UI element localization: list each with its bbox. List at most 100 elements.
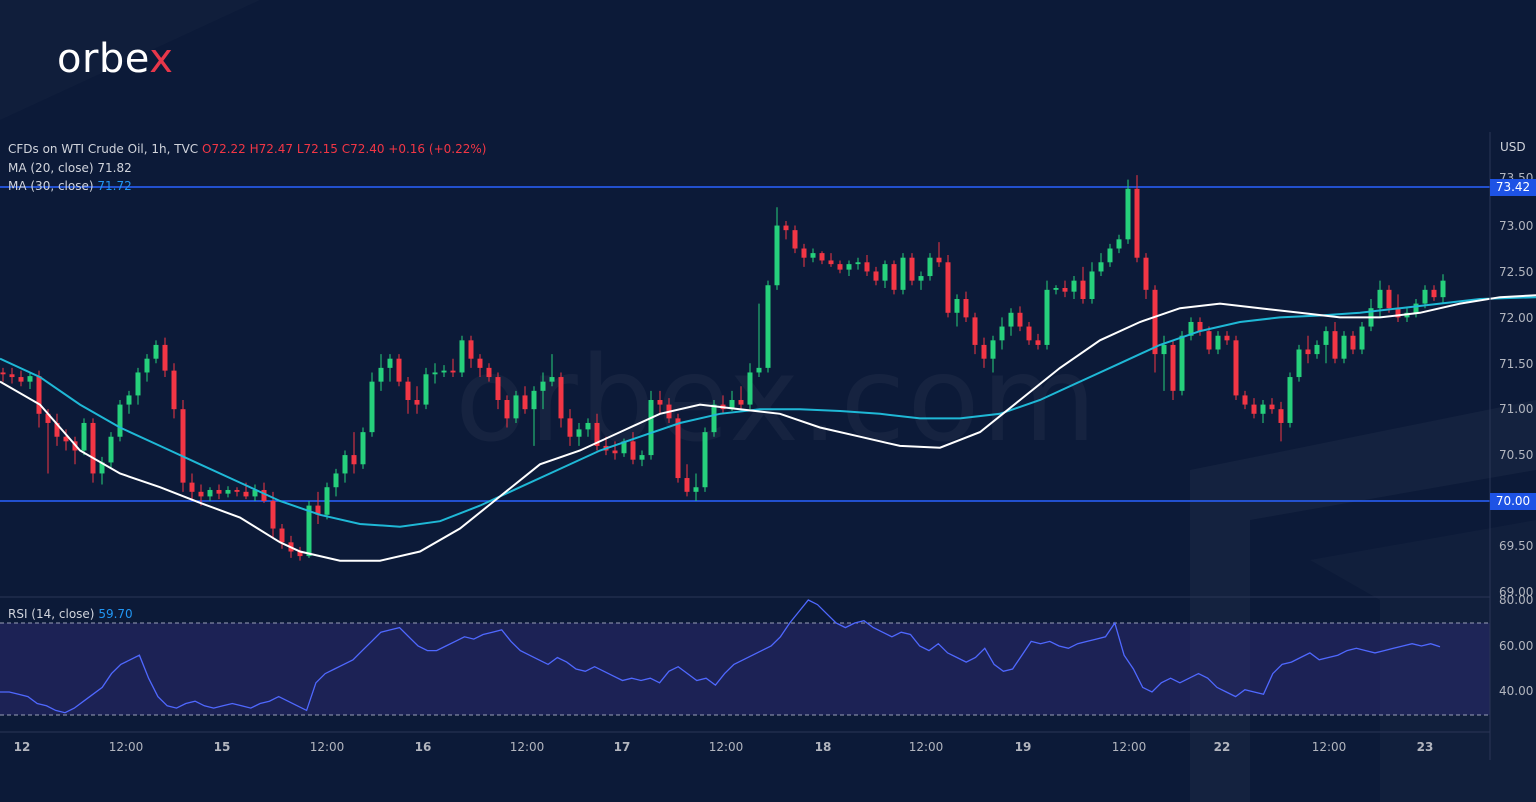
time-tick-label: 18: [815, 740, 832, 754]
candle: [1134, 175, 1140, 263]
candle: [225, 486, 231, 498]
price-tag-resistance[interactable]: 73.42: [1490, 179, 1536, 196]
candle: [657, 390, 663, 414]
candle: [459, 335, 465, 378]
candle-body: [270, 501, 276, 529]
ma30-line: [0, 296, 1536, 528]
candle: [1386, 285, 1392, 313]
candle: [99, 456, 105, 485]
candle: [576, 422, 582, 446]
ma20-value: 71.82: [97, 161, 132, 175]
candle: [81, 418, 87, 456]
ma30-value: 71.72: [97, 179, 132, 193]
candle-body: [1017, 312, 1023, 327]
candle-body: [99, 462, 105, 474]
candle-body: [1233, 340, 1239, 396]
rsi-legend[interactable]: RSI (14, close) 59.70: [8, 607, 133, 621]
candle-body: [981, 344, 987, 359]
candle: [441, 365, 447, 378]
candle: [558, 372, 564, 428]
candle-body: [1386, 289, 1392, 309]
candle: [117, 400, 123, 442]
candle-body: [999, 326, 1005, 341]
candle: [765, 280, 771, 373]
candle-body: [90, 422, 96, 474]
candle: [1440, 274, 1446, 304]
candle: [342, 450, 348, 483]
candle-body: [738, 400, 744, 405]
candle-body: [486, 367, 492, 378]
close-value: C72.40: [341, 142, 385, 156]
candle: [909, 253, 915, 286]
candle-body: [1395, 308, 1401, 318]
candle: [63, 429, 69, 451]
candle-body: [810, 253, 816, 258]
candle-body: [342, 455, 348, 474]
candle-body: [1440, 280, 1446, 298]
candle-body: [54, 422, 60, 437]
candle-body: [801, 248, 807, 258]
candle: [369, 372, 375, 437]
candle-body: [1062, 287, 1068, 292]
candle: [1413, 299, 1419, 318]
candle: [999, 317, 1005, 350]
candle-body: [756, 367, 762, 373]
price-tag-support[interactable]: 70.00: [1490, 493, 1536, 510]
candle-body: [423, 374, 429, 405]
candle-body: [144, 358, 150, 373]
candle: [468, 335, 474, 368]
candle: [279, 523, 285, 549]
candle: [423, 367, 429, 410]
rsi-series-line: [0, 599, 1441, 714]
candle: [324, 482, 330, 520]
moving-averages: [0, 294, 1536, 562]
candle-body: [855, 262, 861, 265]
ma30-legend[interactable]: MA (30, close) 71.72: [8, 179, 132, 193]
candle-body: [1134, 188, 1140, 258]
candle-body: [837, 264, 843, 270]
candle: [1350, 331, 1356, 355]
candle-body: [567, 418, 573, 437]
time-tick-label: 12:00: [1112, 740, 1147, 754]
candle-body: [1188, 321, 1194, 336]
candle: [387, 354, 393, 382]
orbex-logo: orbex: [57, 36, 174, 82]
horizontal-lines[interactable]: [0, 186, 1490, 502]
candle: [351, 432, 357, 474]
ma30-label: MA (30, close): [8, 179, 94, 193]
candle: [171, 363, 177, 419]
candle-body: [333, 473, 339, 488]
price-tick-label: 69.00: [1499, 585, 1533, 599]
symbol-legend[interactable]: CFDs on WTI Crude Oil, 1h, TVC O72.22 H7…: [8, 142, 486, 156]
candle-body: [279, 528, 285, 543]
candle: [900, 253, 906, 295]
candle: [495, 372, 501, 410]
candle-body: [900, 257, 906, 290]
candle: [1080, 266, 1086, 304]
candle: [567, 409, 573, 446]
candle-body: [1242, 395, 1248, 405]
candle: [774, 207, 780, 290]
candle-body: [351, 455, 357, 465]
candle-body: [990, 340, 996, 359]
time-tick-label: 16: [415, 740, 432, 754]
candle-body: [1332, 331, 1338, 359]
time-tick-label: 12:00: [709, 740, 744, 754]
candle: [315, 491, 321, 524]
candle-body: [1026, 326, 1032, 341]
candle-body: [216, 489, 222, 494]
candle-body: [675, 418, 681, 479]
ma20-legend[interactable]: MA (20, close) 71.82: [8, 161, 132, 175]
candle: [1359, 321, 1365, 355]
candle-body: [1359, 326, 1365, 350]
candle-body: [1035, 340, 1041, 345]
change-value: +0.16 (+0.22%): [388, 142, 487, 156]
candle: [207, 487, 213, 501]
candle-body: [783, 225, 789, 231]
candle: [756, 303, 762, 378]
candle-body: [36, 376, 42, 414]
candle-body: [1170, 344, 1176, 391]
candle-body: [639, 455, 645, 460]
candle-body: [1071, 280, 1077, 292]
